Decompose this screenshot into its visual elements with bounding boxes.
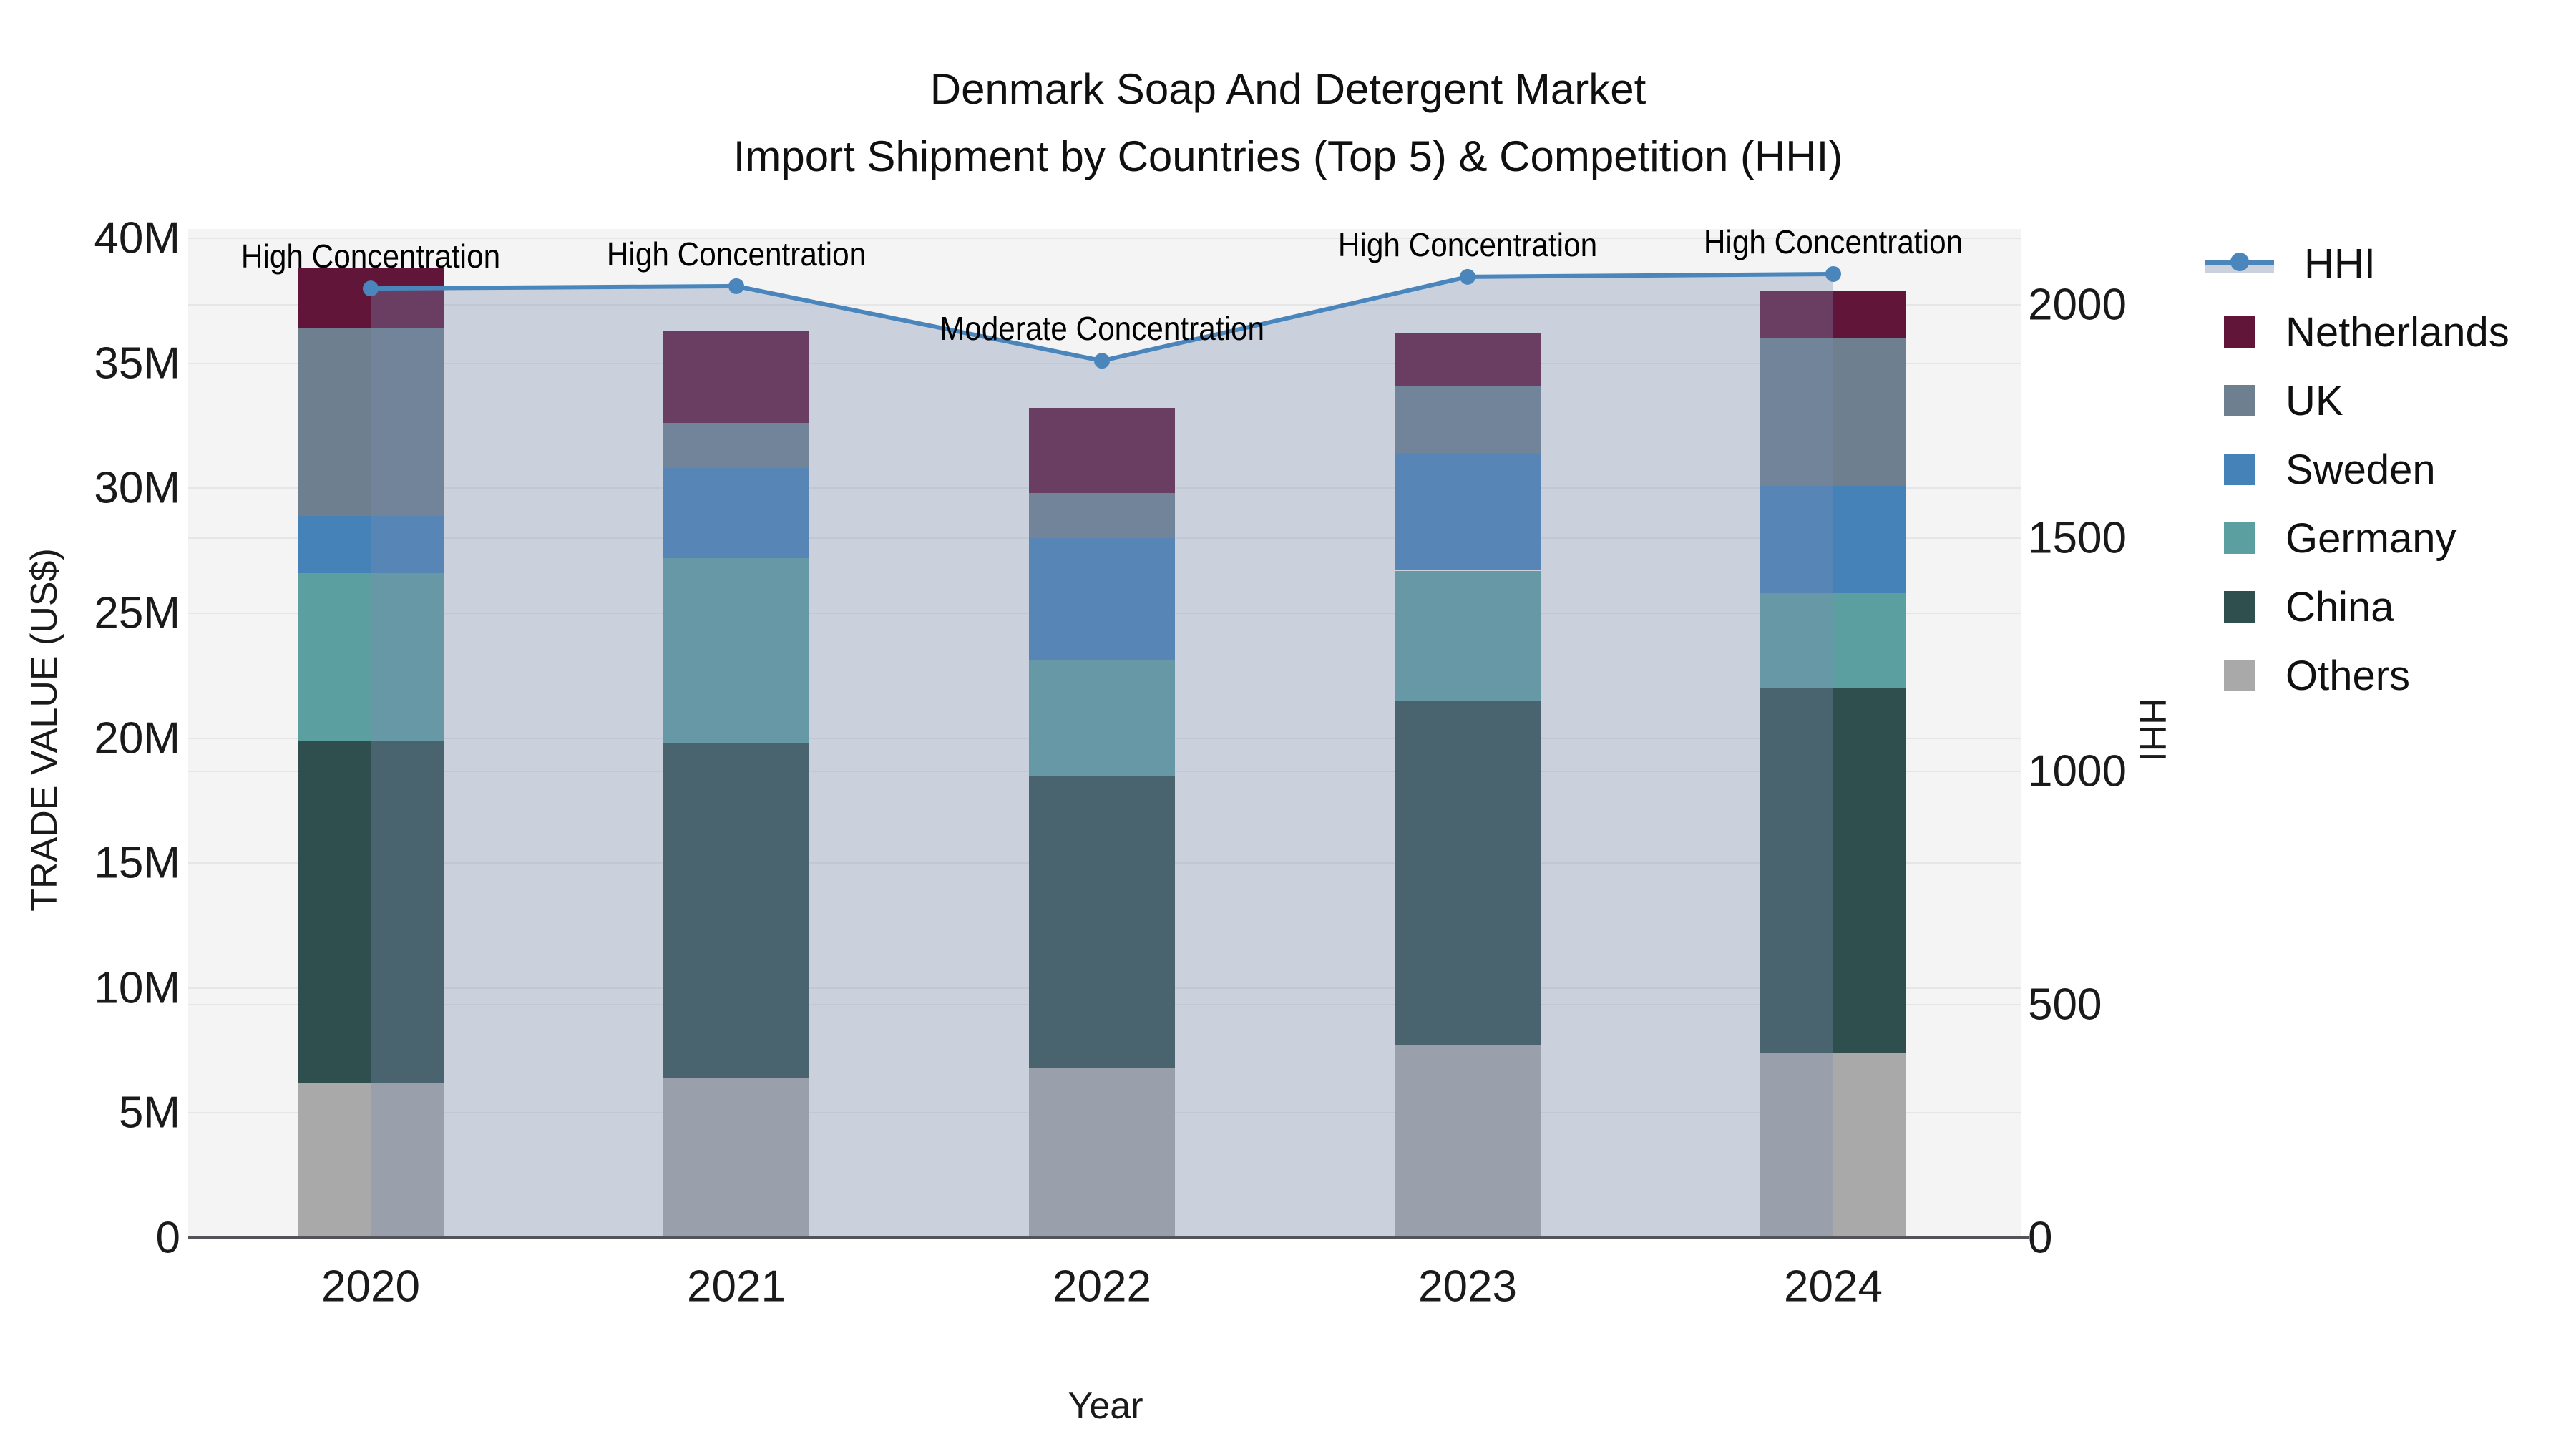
y-axis-title-right: HHI [2132,698,2173,762]
gridline [188,304,2021,306]
bar-segment-2020-uk[interactable] [298,328,444,516]
hhi-marker-2024[interactable] [1825,265,1841,282]
legend-item-hhi[interactable]: HHI [2205,238,2376,288]
legend-hhi-line-swatch-icon [2205,247,2274,280]
y-tick-left-15M: 15M [94,838,180,888]
legend-item-germany[interactable]: Germany [2205,513,2457,563]
bar-segment-2023-china[interactable] [1395,701,1541,1046]
bar-segment-2021-uk[interactable] [663,423,809,469]
legend-item-netherlands[interactable]: Netherlands [2205,307,2509,357]
y-tick-right-500: 500 [2028,980,2102,1030]
legend-color-swatch-icon [2224,454,2255,485]
legend-label: HHI [2304,240,2376,287]
x-axis-line [188,1236,2029,1239]
legend-item-sweden[interactable]: Sweden [2205,444,2436,494]
hhi-marker-2021[interactable] [728,278,744,294]
annotation-2024: High Concentration [1703,223,1963,260]
gridline [188,238,2021,239]
y-tick-right-1000: 1000 [2028,746,2127,796]
legend-label: UK [2285,377,2343,424]
bar-segment-2024-germany[interactable] [1760,592,1906,688]
x-tick-2020: 2020 [321,1262,420,1312]
bar-segment-2021-netherlands[interactable] [663,331,809,424]
bar-segment-2022-netherlands[interactable] [1029,408,1175,494]
bar-segment-2021-china[interactable] [663,743,809,1078]
bar-segment-2022-germany[interactable] [1029,660,1175,776]
bar-segment-2020-china[interactable] [298,740,444,1083]
hhi-marker-2020[interactable] [363,280,379,297]
y-tick-left-0: 0 [155,1213,180,1263]
annotation-2022: Moderate Concentration [939,310,1265,348]
legend-color-swatch-icon [2224,522,2255,554]
y-tick-left-40M: 40M [94,213,180,263]
legend-color-swatch-icon [2224,385,2255,416]
bar-segment-2024-others[interactable] [1760,1053,1906,1238]
y-tick-left-30M: 30M [94,463,180,513]
hhi-marker-2022[interactable] [1094,353,1110,369]
bar-segment-2020-others[interactable] [298,1083,444,1238]
annotation-2020: High Concentration [240,238,501,275]
bar-segment-2020-netherlands[interactable] [298,268,444,328]
y-tick-right-1500: 1500 [2028,513,2127,563]
bar-segment-2021-others[interactable] [663,1078,809,1238]
chart-title-line2: Import Shipment by Countries (Top 5) & C… [733,132,1843,180]
plot-area: High Concentration High Concentration Mode… [188,223,2021,1238]
y-tick-left-10M: 10M [94,963,180,1013]
bar-segment-2023-sweden[interactable] [1395,453,1541,571]
bar-segment-2022-uk[interactable] [1029,493,1175,539]
legend-item-china[interactable]: China [2205,582,2394,632]
legend-color-swatch-icon [2224,660,2255,691]
y-tick-right-0: 0 [2028,1213,2053,1263]
legend-label: Netherlands [2285,308,2509,356]
legend-label: China [2285,583,2394,630]
legend-color-swatch-icon [2224,591,2255,623]
bar-segment-2022-others[interactable] [1029,1068,1175,1238]
chart-title: Denmark Soap And Detergent Market Import… [0,56,2576,190]
bar-segment-2023-germany[interactable] [1395,570,1541,701]
bar-segment-2023-netherlands[interactable] [1395,333,1541,386]
legend-item-others[interactable]: Others [2205,650,2410,701]
bar-segment-2020-sweden[interactable] [298,515,444,573]
bar-segment-2024-china[interactable] [1760,688,1906,1053]
bar-segment-2022-sweden[interactable] [1029,538,1175,661]
y-tick-left-35M: 35M [94,338,180,389]
bar-segment-2022-china[interactable] [1029,775,1175,1068]
chart-title-line1: Denmark Soap And Detergent Market [930,65,1646,113]
legend-color-swatch-icon [2224,316,2255,348]
x-tick-2023: 2023 [1418,1262,1517,1312]
legend-item-uk[interactable]: UK [2205,376,2343,426]
bar-segment-2024-netherlands[interactable] [1760,291,1906,338]
x-tick-2024: 2024 [1784,1262,1883,1312]
bar-segment-2021-germany[interactable] [663,558,809,743]
annotation-2021: High Concentration [606,235,867,273]
legend-label: Others [2285,652,2411,699]
y-tick-right-2000: 2000 [2028,280,2127,330]
y-tick-left-5M: 5M [118,1088,180,1138]
legend-label: Sweden [2285,446,2436,493]
x-tick-2021: 2021 [687,1262,786,1312]
bar-segment-2023-uk[interactable] [1395,386,1541,454]
y-tick-left-20M: 20M [94,713,180,763]
bar-segment-2020-germany[interactable] [298,572,444,741]
bar-segment-2024-sweden[interactable] [1760,485,1906,593]
annotation-2023: High Concentration [1337,225,1598,263]
bar-segment-2021-sweden[interactable] [663,468,809,559]
bar-segment-2023-others[interactable] [1395,1045,1541,1238]
hhi-marker-2023[interactable] [1460,268,1475,285]
y-tick-left-25M: 25M [94,588,180,638]
x-axis-title: Year [1068,1385,1143,1427]
legend-label: Germany [2285,514,2457,562]
x-tick-2022: 2022 [1053,1262,1151,1312]
bar-segment-2024-uk[interactable] [1760,338,1906,486]
